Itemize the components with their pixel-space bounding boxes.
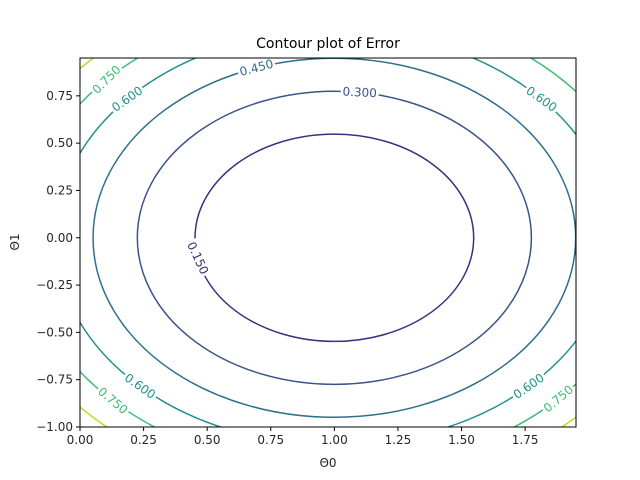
- contour-label-bg-9: [538, 380, 576, 416]
- contour-label-bg-7: [87, 60, 125, 98]
- x-tick-label-6: 1.50: [448, 433, 475, 447]
- contour-label-bg-1: [340, 83, 380, 100]
- contour-label-bg-6: [508, 368, 548, 403]
- contour-label-bg-8: [94, 382, 133, 418]
- y-tick-label-3: −0.25: [36, 278, 73, 292]
- contour-label-bg-3: [107, 81, 147, 115]
- x-tick-label-2: 0.50: [194, 433, 221, 447]
- x-axis-label: Θ0: [319, 456, 336, 470]
- x-tick-label-3: 0.75: [257, 433, 284, 447]
- chart-title: Contour plot of Error: [256, 36, 400, 52]
- contour-label-bg-4: [522, 81, 562, 115]
- y-tick-label-6: 0.50: [46, 136, 73, 150]
- y-tick-label-5: 0.25: [46, 183, 73, 197]
- y-tick-label-4: 0.00: [46, 231, 73, 245]
- contour-label-bg-5: [120, 368, 161, 403]
- y-tick-label-1: −0.75: [36, 373, 73, 387]
- contour-label-1: 0.300: [342, 85, 377, 101]
- plot-frame: [79, 57, 577, 428]
- y-tick-label-2: −0.50: [36, 325, 73, 339]
- x-tick-label-4: 1.00: [321, 433, 348, 447]
- contour-label-bg-2: [236, 58, 277, 79]
- y-axis: −1.00 −0.75 −0.50 −0.25 0.00 0.25 0.50 0.75: [36, 89, 80, 434]
- contour-label-bg-0: [184, 237, 214, 278]
- x-tick-label-1: 0.25: [130, 433, 157, 447]
- contour-line-0: [194, 133, 475, 343]
- y-tick-label-0: −1.00: [36, 420, 73, 434]
- x-tick-label-0: 0.00: [67, 433, 94, 447]
- contour-line-1: [136, 90, 533, 386]
- x-tick-label-7: 1.75: [512, 433, 539, 447]
- x-tick-label-5: 1.25: [385, 433, 412, 447]
- y-axis-label: Θ1: [8, 233, 22, 250]
- x-axis: 0.00 0.25 0.50 0.75 1.00 1.25 1.50 1.75: [67, 427, 539, 447]
- y-tick-label-7: 0.75: [46, 89, 73, 103]
